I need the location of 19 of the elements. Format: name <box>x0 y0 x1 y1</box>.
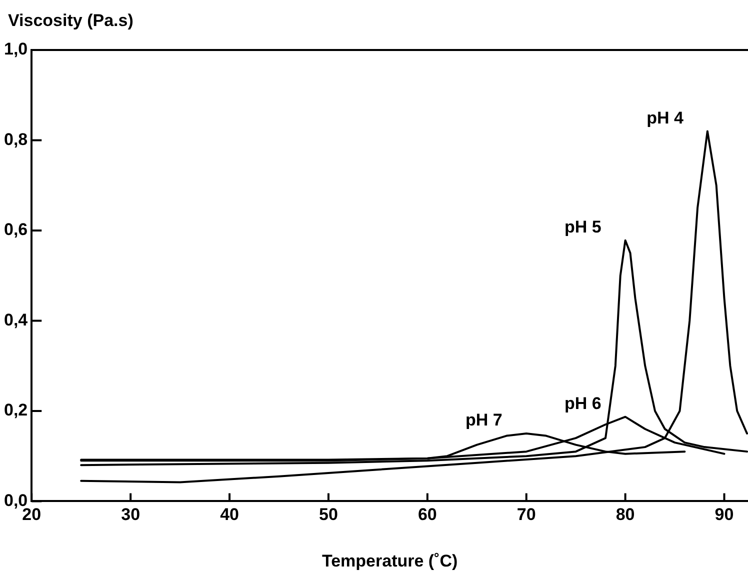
series-label: pH 5 <box>564 218 602 237</box>
x-tick-label: 50 <box>319 505 338 524</box>
x-tick-label: 60 <box>418 505 437 524</box>
series-label: pH 4 <box>646 108 684 128</box>
series-label: pH 7 <box>466 410 502 430</box>
x-tick-label: 40 <box>220 505 239 524</box>
x-tick-label: 70 <box>516 505 536 524</box>
y-axis-title: Viscosity (Pa.s) <box>8 11 134 30</box>
y-tick-label: 1,0 <box>4 40 28 59</box>
y-tick-label: 0,8 <box>4 130 28 149</box>
x-tick-label: 80 <box>616 505 635 524</box>
y-tick-label: 0,4 <box>4 310 28 330</box>
y-tick-label: 0,6 <box>4 220 28 240</box>
y-tick-label: 0,2 <box>4 400 28 420</box>
series-label: pH 6 <box>564 394 602 414</box>
x-tick-label: 90 <box>714 505 734 524</box>
x-tick-label: 20 <box>22 505 42 524</box>
x-tick-label: 30 <box>121 505 140 524</box>
x-axis-title: Temperature (˚C) <box>322 551 458 570</box>
